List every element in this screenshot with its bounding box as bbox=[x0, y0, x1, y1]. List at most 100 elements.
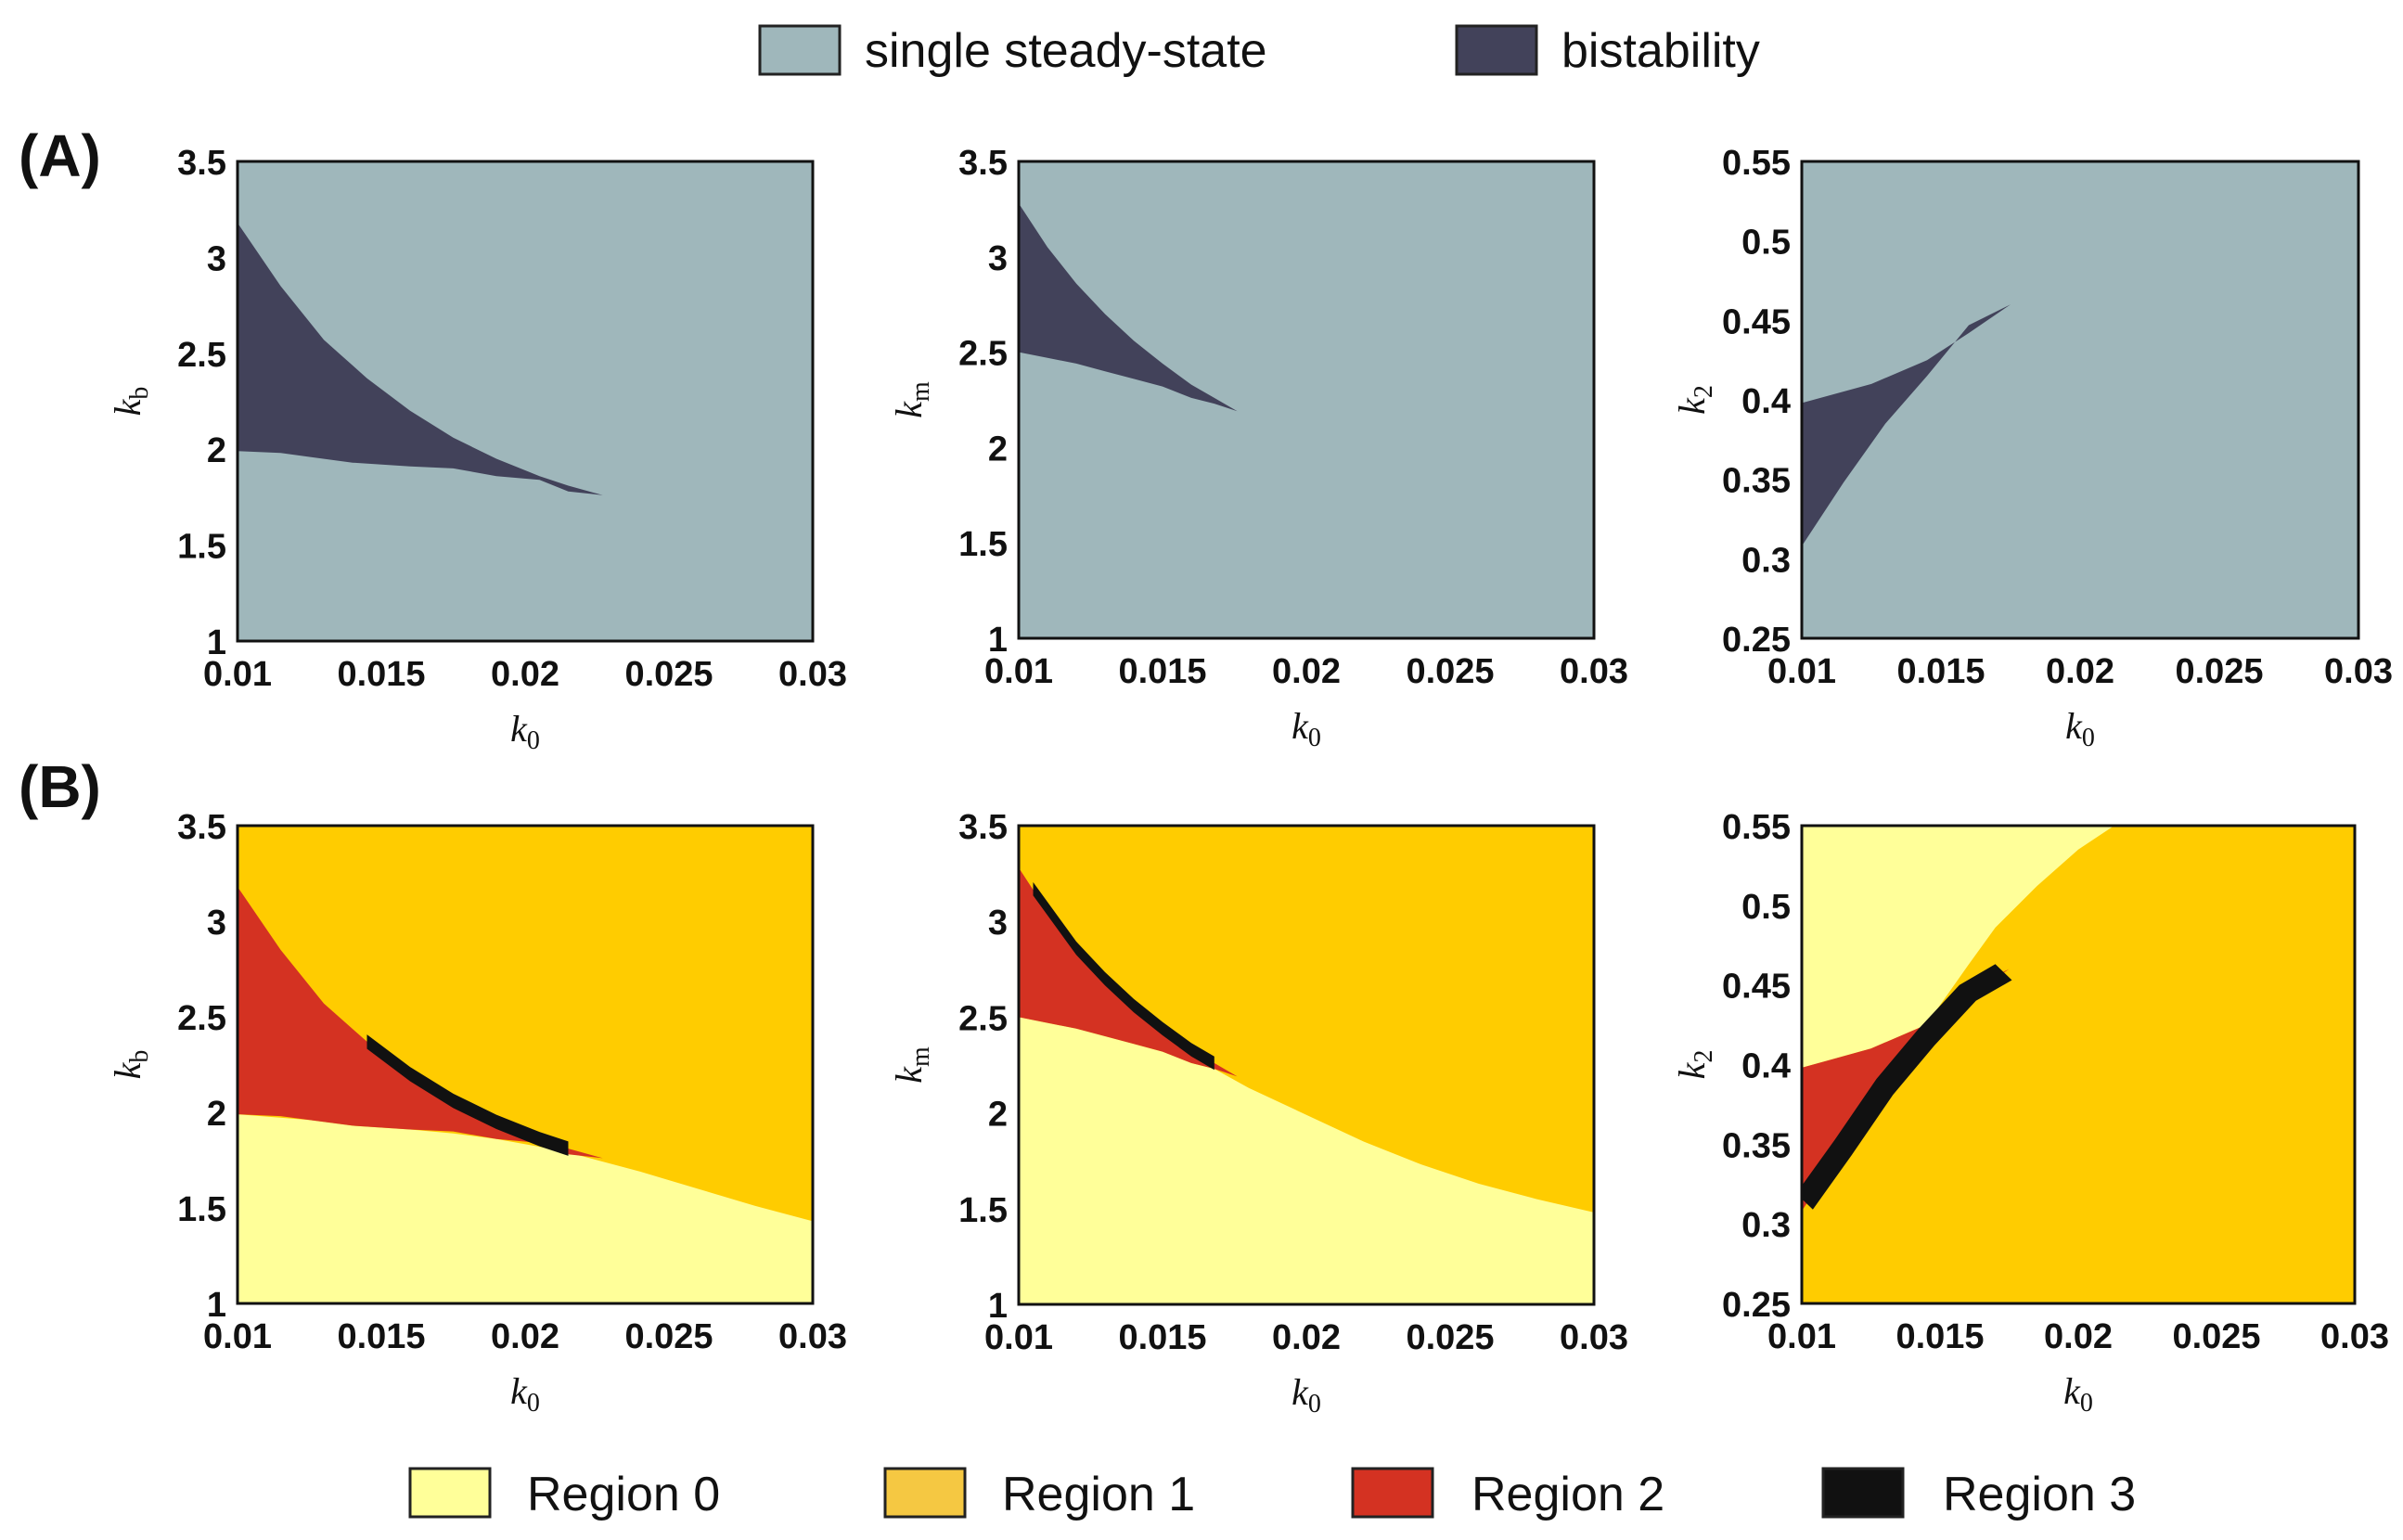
region-bistability bbox=[238, 223, 603, 495]
x-tick-label: 0.03 bbox=[778, 1317, 847, 1356]
x-tick-label: 0.025 bbox=[2175, 652, 2263, 691]
chart-B3: 0.01 0.015 0.02 0.025 0.03 0.25 0.3 0.35 0.4 0.45… bbox=[1671, 808, 2389, 1418]
x-tick-label: 0.01 bbox=[203, 655, 272, 694]
x-tick-label: 0.015 bbox=[1896, 652, 1985, 691]
region-region-3 bbox=[1033, 881, 1214, 1071]
region-single-steady-state-background bbox=[1019, 161, 1594, 638]
x-tick-label: 0.025 bbox=[1406, 652, 1494, 691]
legend-swatch-bistability bbox=[1455, 24, 1538, 76]
x-tick-label: 0.015 bbox=[1118, 1318, 1206, 1357]
region-bistability bbox=[1802, 304, 2011, 546]
panel-label-b: (B) bbox=[19, 753, 101, 820]
y-axis-label: k2 bbox=[1671, 1050, 1718, 1080]
x-axis-label: k0 bbox=[510, 708, 540, 755]
legend-item-bistability: bistability bbox=[1455, 24, 1760, 78]
plot-area bbox=[1802, 304, 2011, 546]
y-tick-label: 0.25 bbox=[1722, 1286, 1791, 1325]
x-tick-label: 0.015 bbox=[337, 1317, 425, 1356]
y-axis-label: kb bbox=[107, 387, 154, 417]
legend-label-single-steady-state: single steady-state bbox=[865, 24, 1267, 78]
legend-swatch-region-2 bbox=[1351, 1467, 1434, 1519]
y-tick-label: 3 bbox=[988, 239, 1008, 278]
y-tick-label: 1.5 bbox=[958, 1191, 1008, 1230]
x-tick-label: 0.01 bbox=[1767, 1317, 1836, 1356]
x-tick-label: 0.03 bbox=[1560, 652, 1628, 691]
legend-label-bistability: bistability bbox=[1561, 24, 1760, 78]
y-tick-label: 1 bbox=[988, 1287, 1008, 1326]
y-tick-label: 3 bbox=[207, 239, 226, 278]
y-tick-label: 0.45 bbox=[1722, 968, 1791, 1007]
chart-A3: 0.01 0.015 0.02 0.025 0.03 0.25 0.3 0.35 0.4 0.45… bbox=[1671, 144, 2393, 752]
y-tick-label: 2 bbox=[988, 1096, 1008, 1135]
legend-item-region-3: Region 3 bbox=[1821, 1467, 2136, 1521]
region-bistability bbox=[1019, 203, 1238, 412]
region-region-2 bbox=[1802, 969, 2010, 1212]
x-tick-label: 0.015 bbox=[1118, 652, 1206, 691]
plot-frame bbox=[1017, 160, 1596, 640]
y-tick-label: 1.5 bbox=[958, 525, 1008, 564]
x-tick-label: 0.02 bbox=[1272, 652, 1341, 691]
y-tick-label: 2 bbox=[207, 1095, 226, 1134]
y-tick-label: 3.5 bbox=[177, 144, 226, 183]
y-tick-label: 2.5 bbox=[177, 999, 226, 1038]
y-tick-label: 3.5 bbox=[177, 808, 226, 847]
x-tick-label: 0.02 bbox=[2046, 652, 2114, 691]
x-axis-label: k0 bbox=[1291, 705, 1321, 752]
plot-frame bbox=[1800, 160, 2360, 640]
region-region-0 bbox=[1802, 826, 2114, 1068]
x-tick-label: 0.03 bbox=[1560, 1318, 1628, 1357]
y-axis-label: k2 bbox=[1671, 385, 1718, 415]
y-tick-label: 2.5 bbox=[177, 336, 226, 375]
legend-item-region-2: Region 2 bbox=[1351, 1467, 1664, 1521]
region-region-2 bbox=[238, 886, 603, 1159]
x-tick-label: 0.02 bbox=[2044, 1317, 2113, 1356]
chart-A2: 0.01 0.015 0.02 0.025 0.03 1 1.5 2 2.5 3 3.5 k0 km bbox=[888, 144, 1628, 752]
y-tick-label: 2 bbox=[988, 430, 1008, 468]
legend-swatch-region-0 bbox=[408, 1467, 492, 1519]
plot-area bbox=[1019, 867, 1594, 1304]
y-axis-label: km bbox=[888, 381, 935, 418]
legend-top: single steady-state bistability bbox=[758, 24, 1760, 78]
y-tick-label: 2 bbox=[207, 431, 226, 470]
legend-swatch-region-3 bbox=[1821, 1467, 1905, 1519]
y-tick-label: 0.35 bbox=[1722, 462, 1791, 501]
y-tick-label: 3 bbox=[988, 904, 1008, 943]
y-tick-label: 0.3 bbox=[1741, 541, 1791, 580]
x-tick-label: 0.015 bbox=[1895, 1317, 1984, 1356]
plot-frame bbox=[236, 824, 815, 1305]
y-tick-label: 0.45 bbox=[1722, 302, 1791, 341]
region-region-3 bbox=[1802, 964, 2012, 1210]
region-region-2 bbox=[1019, 867, 1238, 1077]
y-tick-label: 1.5 bbox=[177, 528, 226, 567]
x-tick-label: 0.01 bbox=[984, 652, 1053, 691]
x-axis-label: k0 bbox=[2065, 705, 2095, 752]
plot-area bbox=[238, 223, 603, 495]
y-tick-label: 3.5 bbox=[958, 808, 1008, 847]
x-tick-label: 0.03 bbox=[2320, 1317, 2389, 1356]
chart-A1: 0.01 0.015 0.02 0.025 0.03 1 1.5 2 2.5 3 3.5 k0 kb bbox=[107, 144, 847, 755]
x-tick-label: 0.02 bbox=[491, 655, 559, 694]
x-tick-label: 0.025 bbox=[624, 1317, 713, 1356]
y-tick-label: 0.35 bbox=[1722, 1126, 1791, 1165]
legend-label-region-1: Region 1 bbox=[1002, 1468, 1195, 1521]
y-tick-label: 0.55 bbox=[1722, 808, 1791, 847]
x-axis-label: k0 bbox=[2063, 1370, 2093, 1418]
legend-label-region-3: Region 3 bbox=[1943, 1468, 2136, 1521]
chart-B1: 0.01 0.015 0.02 0.025 0.03 1 1.5 2 2.5 3 3.5 k0 kb bbox=[107, 808, 847, 1418]
plot-frame bbox=[1017, 824, 1596, 1306]
y-tick-label: 0.4 bbox=[1741, 382, 1791, 421]
x-tick-label: 0.01 bbox=[984, 1318, 1053, 1357]
plot-frame bbox=[1800, 824, 2357, 1305]
plot-area bbox=[238, 886, 813, 1303]
y-tick-label: 1 bbox=[988, 621, 1008, 660]
x-tick-label: 0.025 bbox=[624, 655, 713, 694]
x-tick-label: 0.03 bbox=[778, 655, 847, 694]
y-tick-label: 0.25 bbox=[1722, 621, 1791, 660]
legend-item-region-1: Region 1 bbox=[883, 1467, 1195, 1521]
x-axis-label: k0 bbox=[510, 1370, 540, 1418]
x-axis-label: k0 bbox=[1291, 1371, 1321, 1418]
y-tick-label: 3.5 bbox=[958, 144, 1008, 183]
legend-swatch-region-1 bbox=[883, 1467, 967, 1519]
plot-area bbox=[1802, 826, 2114, 1212]
